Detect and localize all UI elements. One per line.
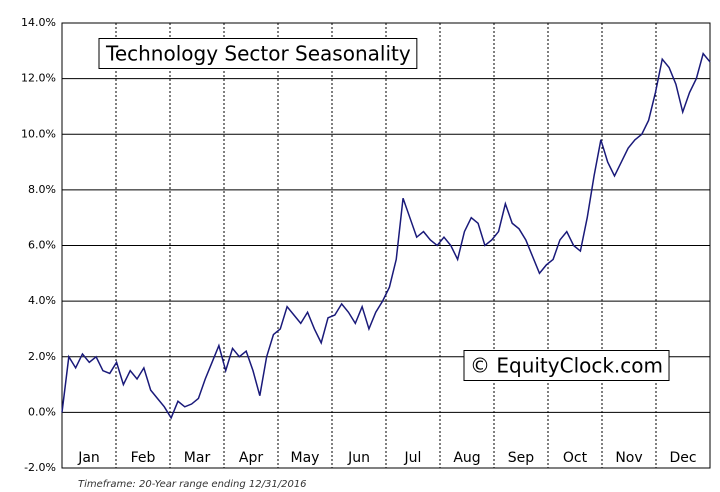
x-tick-label: Sep [508, 450, 535, 466]
x-tick-label: Aug [453, 450, 480, 466]
x-tick-label: Nov [615, 450, 642, 466]
x-tick-label: Oct [563, 450, 588, 466]
series-line [61, 51, 711, 420]
x-tick-label: Jul [404, 450, 422, 466]
y-tick-label: 12.0% [21, 72, 56, 85]
x-tick-label: Dec [669, 450, 696, 466]
y-tick-label: 0.0% [28, 405, 56, 418]
watermark: © EquityClock.com [470, 354, 663, 378]
chart-title: Technology Sector Seasonality [105, 42, 411, 66]
y-tick-label: 14.0% [21, 16, 56, 29]
y-tick-label: 8.0% [28, 183, 56, 196]
y-tick-label: 2.0% [28, 350, 56, 363]
watermark-box [463, 350, 670, 381]
x-tick-label: Apr [239, 450, 263, 466]
footnote: Timeframe: 20-Year range ending 12/31/20… [78, 479, 307, 490]
y-tick-label: -2.0% [24, 461, 56, 474]
y-tick-label: 10.0% [21, 127, 56, 140]
y-tick-label: 6.0% [28, 239, 56, 252]
x-tick-label: May [291, 450, 320, 466]
x-tick-label: Jun [347, 450, 370, 466]
x-tick-label: Feb [131, 450, 156, 466]
title-box [98, 38, 418, 69]
y-tick-label: 4.0% [28, 294, 56, 307]
x-tick-label: Jan [77, 450, 100, 466]
x-tick-label: Mar [184, 450, 211, 466]
